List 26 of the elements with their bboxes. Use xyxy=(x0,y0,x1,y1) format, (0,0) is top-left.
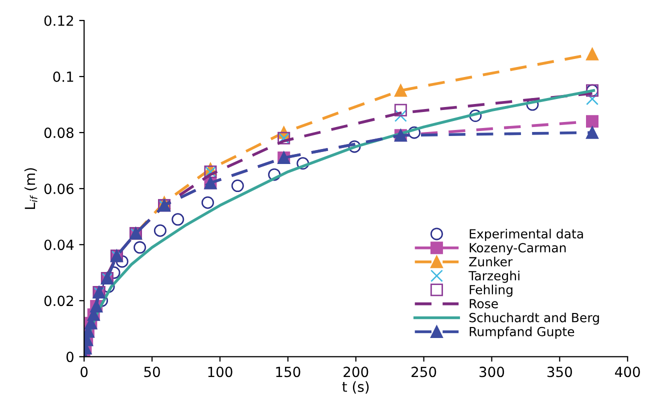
x-tick-label: 150 xyxy=(276,366,300,378)
y-axis-title: L$_{if}$ (m) xyxy=(24,168,38,209)
legend-label: Fehling xyxy=(470,284,512,297)
legend-label: Experimental data xyxy=(470,228,583,241)
x-axis-title: t (s) xyxy=(342,381,369,394)
x-tick-label: 50 xyxy=(144,366,160,378)
legend-label: Zunker xyxy=(469,256,513,266)
legend-label: Rumpfand Gupte xyxy=(470,326,574,339)
y-tick-label: 0.12 xyxy=(44,15,73,26)
legend-label: Kozeny-Carman xyxy=(470,243,566,255)
x-tick-label: 400 xyxy=(615,366,640,378)
x-tick-label: 300 xyxy=(480,366,504,378)
legend-label: Tarzeghi xyxy=(468,270,520,283)
x-tick-label: 100 xyxy=(208,366,232,378)
y-tick-label: 0.1 xyxy=(53,72,74,82)
y-tick-label: 0.02 xyxy=(44,296,73,306)
legend-label: Rose xyxy=(470,299,498,308)
y-tick-label: 0.04 xyxy=(44,240,74,250)
legend-label: Schuchardt and Berg xyxy=(469,312,599,325)
x-tick-label: 0 xyxy=(80,366,88,378)
x-tick-label: 250 xyxy=(412,366,436,378)
y-tick-label: 0 xyxy=(66,352,74,362)
x-tick-label: 200 xyxy=(344,366,368,378)
x-tick-label: 350 xyxy=(547,366,572,378)
y-tick-label: 0.08 xyxy=(44,128,74,138)
y-tick-label: 0.06 xyxy=(44,184,74,194)
